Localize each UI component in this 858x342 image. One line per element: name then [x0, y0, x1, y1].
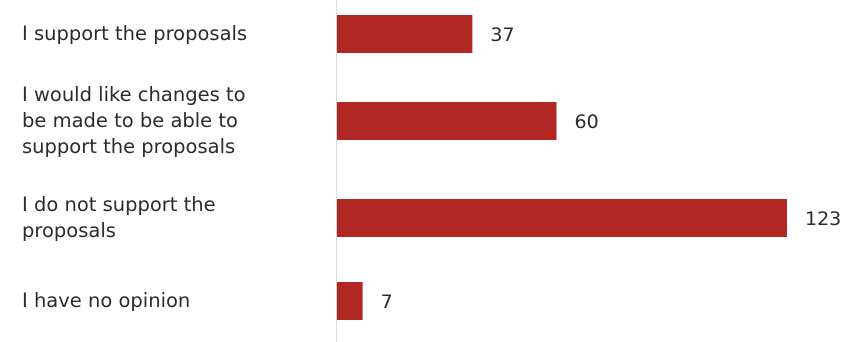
category-axis-line	[336, 0, 337, 342]
category-label-not-support: I do not support the proposals	[22, 193, 216, 242]
data-label-1: 37	[490, 24, 514, 46]
category-label-changes: I would like changes to be made to be ab…	[22, 83, 246, 158]
bar-3	[337, 199, 787, 237]
category-label-no-opinion: I have no opinion	[22, 289, 191, 312]
data-label-2: 60	[575, 111, 599, 133]
data-label-3: 123	[805, 208, 841, 230]
category-label-support: I support the proposals	[22, 22, 248, 45]
bar-4	[337, 282, 363, 320]
bar-2	[337, 102, 557, 140]
data-label-4: 7	[381, 291, 393, 313]
bar-1	[337, 15, 473, 53]
